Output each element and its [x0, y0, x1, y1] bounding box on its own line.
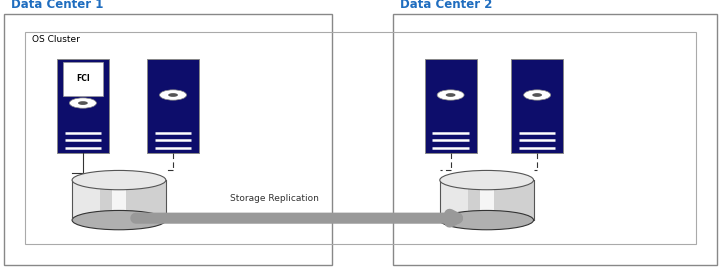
Text: Data Center 2: Data Center 2: [400, 0, 492, 11]
Bar: [440, 180, 468, 220]
Circle shape: [532, 93, 542, 97]
Bar: [4, 14, 332, 265]
Circle shape: [523, 90, 551, 100]
Bar: [393, 14, 717, 265]
Bar: [63, 62, 103, 96]
Bar: [479, 180, 494, 220]
Bar: [147, 59, 199, 153]
Circle shape: [159, 90, 187, 100]
Circle shape: [168, 93, 178, 97]
Bar: [440, 180, 534, 220]
Ellipse shape: [440, 170, 534, 190]
Circle shape: [446, 93, 456, 97]
Bar: [25, 32, 696, 244]
Text: Storage Replication: Storage Replication: [229, 194, 319, 203]
Ellipse shape: [440, 210, 534, 230]
Bar: [511, 59, 563, 153]
Bar: [57, 59, 109, 153]
Bar: [72, 180, 166, 220]
Text: OS Cluster: OS Cluster: [32, 34, 80, 44]
Bar: [425, 59, 477, 153]
Circle shape: [437, 90, 464, 100]
Circle shape: [78, 101, 88, 105]
Bar: [112, 180, 126, 220]
Circle shape: [69, 98, 97, 108]
Ellipse shape: [72, 170, 166, 190]
Bar: [72, 180, 100, 220]
Text: Data Center 1: Data Center 1: [11, 0, 103, 11]
Ellipse shape: [72, 210, 166, 230]
Text: FCI: FCI: [76, 75, 90, 84]
